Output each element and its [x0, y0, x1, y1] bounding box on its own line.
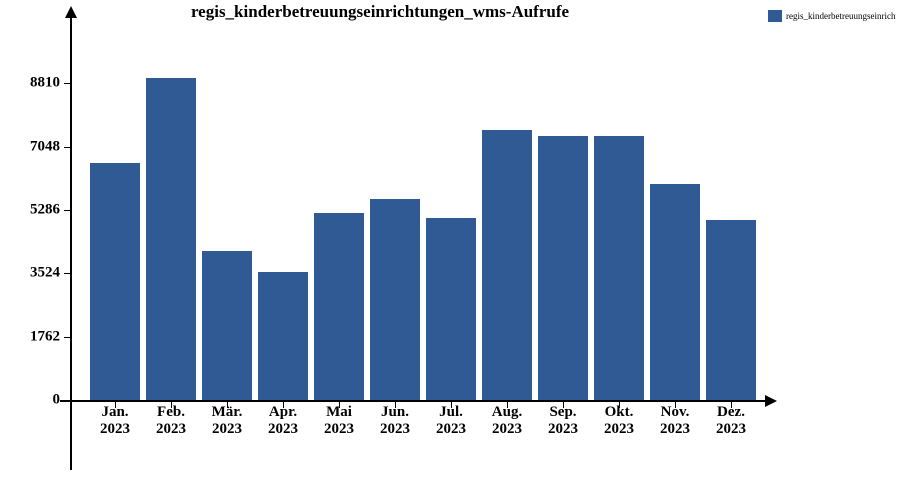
chart-container: { "chart": { "type": "bar", "title": "re…: [0, 0, 900, 500]
bar: [90, 163, 140, 400]
xtick-label: Mär.2023: [202, 404, 252, 437]
chart-title: regis_kinderbetreuungseinrichtungen_wms-…: [0, 2, 760, 22]
bar: [594, 136, 644, 400]
ytick-mark: [64, 400, 70, 401]
xtick-label: Dez.2023: [706, 404, 756, 437]
xtick-label: Aug.2023: [482, 404, 532, 437]
legend: regis_kinderbetreuungseinrichtungen.: [768, 10, 896, 22]
plot-area: 017623524528670488810 Jan.2023Feb.2023Mä…: [70, 20, 760, 440]
ytick-label: 8810: [10, 75, 60, 92]
bar: [370, 199, 420, 400]
xtick-label: Apr.2023: [258, 404, 308, 437]
ytick-mark: [64, 210, 70, 211]
bar: [258, 272, 308, 400]
xtick-label: Mai2023: [314, 404, 364, 437]
bar: [482, 130, 532, 400]
x-axis-line: [60, 400, 765, 402]
bar: [202, 251, 252, 400]
ytick-label: 1762: [10, 328, 60, 345]
bar: [650, 184, 700, 400]
xtick-label: Feb.2023: [146, 404, 196, 437]
xtick-label: Sep.2023: [538, 404, 588, 437]
y-axis-arrow: [65, 6, 77, 18]
ytick-label: 5286: [10, 202, 60, 219]
ytick-label: 0: [10, 392, 60, 409]
legend-label: regis_kinderbetreuungseinrichtungen.: [786, 11, 896, 21]
xtick-label: Nov.2023: [650, 404, 700, 437]
bar: [314, 213, 364, 400]
xtick-label: Jan.2023: [90, 404, 140, 437]
ytick-mark: [64, 273, 70, 274]
bar: [538, 136, 588, 400]
xtick-label: Okt.2023: [594, 404, 644, 437]
ytick-mark: [64, 147, 70, 148]
legend-swatch: [768, 10, 782, 22]
bar: [706, 220, 756, 400]
xtick-label: Jun.2023: [370, 404, 420, 437]
x-axis-arrow: [765, 395, 777, 407]
ytick-mark: [64, 337, 70, 338]
ytick-label: 7048: [10, 138, 60, 155]
xtick-label: Jul.2023: [426, 404, 476, 437]
bar: [426, 218, 476, 400]
bar: [146, 78, 196, 400]
ytick-mark: [64, 83, 70, 84]
ytick-label: 3524: [10, 265, 60, 282]
